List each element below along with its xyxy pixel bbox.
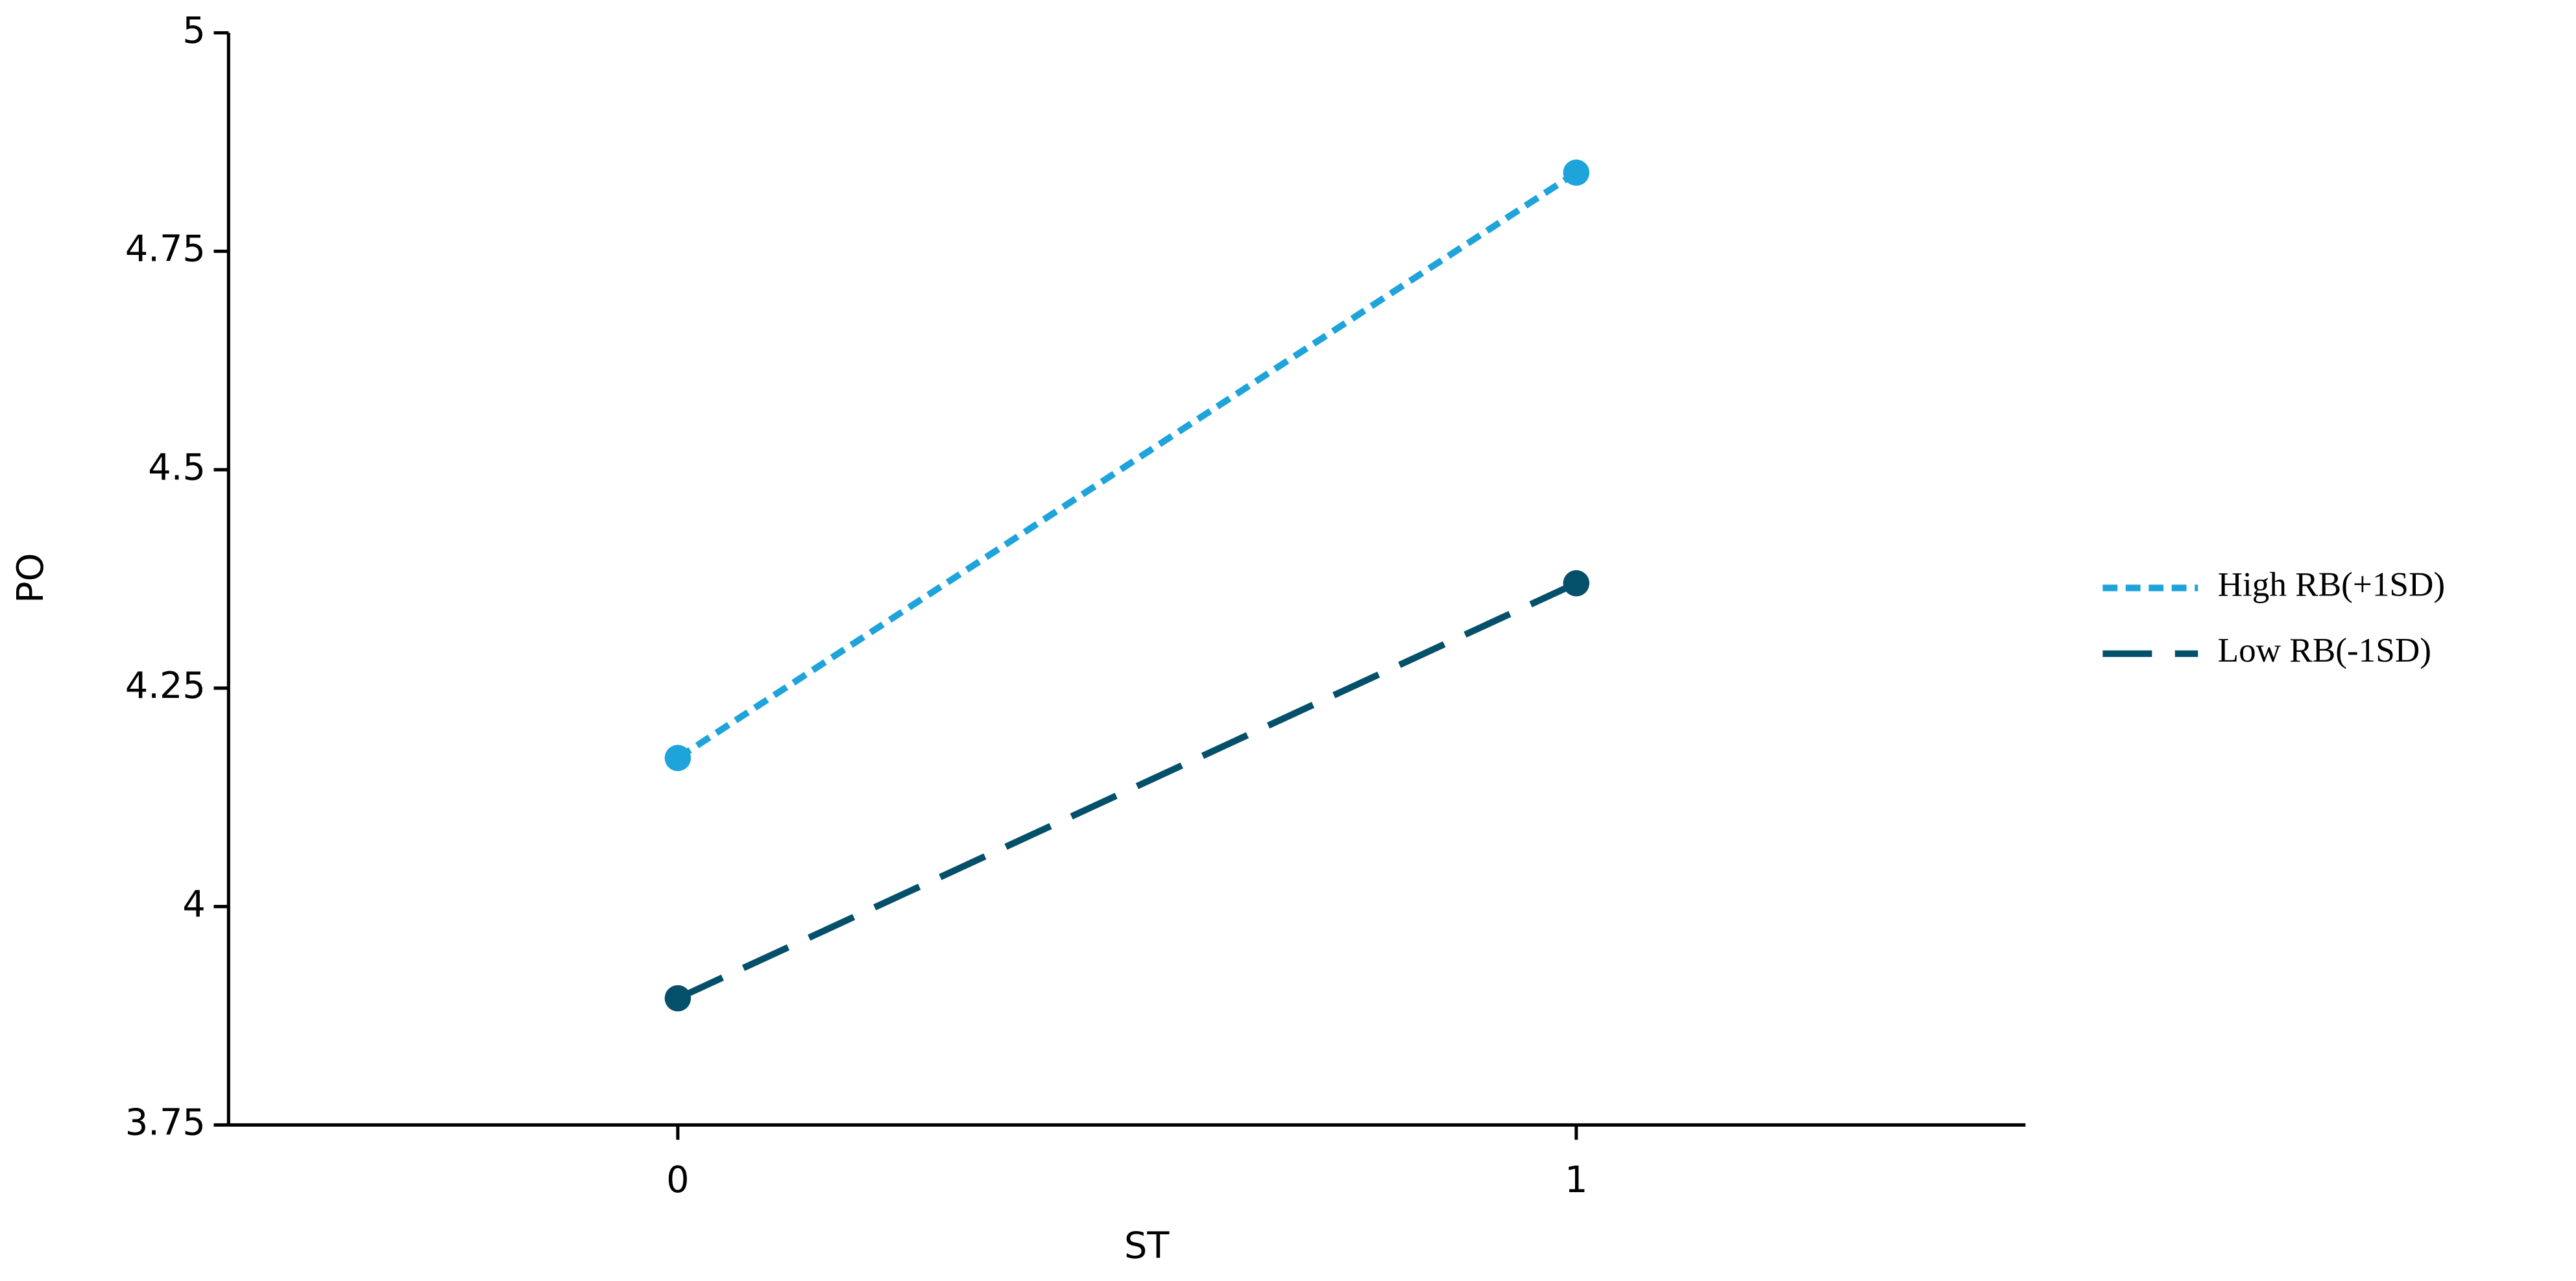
legend-label: High RB(+1SD) (2218, 566, 2445, 604)
y-axis-label: PO (10, 553, 52, 603)
y-tick-label: 3.75 (125, 1102, 206, 1144)
data-point (1563, 570, 1590, 597)
y-tick-label: 5 (182, 10, 205, 52)
legend-label: Low RB(-1SD) (2218, 631, 2431, 669)
data-point (1563, 159, 1590, 186)
data-point (664, 745, 692, 771)
x-tick-label: 0 (666, 1159, 689, 1201)
y-tick-label: 4.25 (125, 665, 206, 707)
y-tick-label: 4.75 (125, 228, 206, 270)
x-axis-label: ST (1124, 1225, 1170, 1267)
y-tick-label: 4 (182, 883, 205, 926)
y-tick-label: 4.5 (148, 446, 206, 488)
series-line (676, 169, 1578, 761)
data-point (664, 985, 692, 1012)
series-line (676, 580, 1578, 1001)
x-tick-label: 1 (1565, 1159, 1587, 1201)
